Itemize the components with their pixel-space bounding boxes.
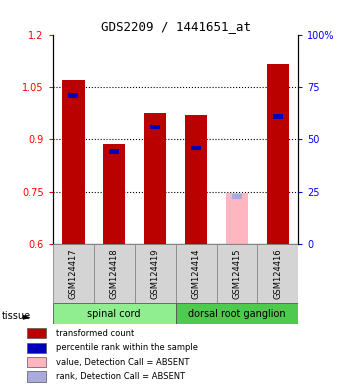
Text: dorsal root ganglion: dorsal root ganglion xyxy=(188,309,286,319)
Text: percentile rank within the sample: percentile rank within the sample xyxy=(56,343,197,352)
Text: rank, Detection Call = ABSENT: rank, Detection Call = ABSENT xyxy=(56,372,184,381)
Bar xyxy=(27,371,46,382)
Bar xyxy=(267,64,289,244)
Bar xyxy=(53,303,176,324)
Bar xyxy=(176,244,217,303)
Bar xyxy=(27,328,46,339)
Bar xyxy=(135,244,176,303)
Bar xyxy=(144,113,166,244)
Bar xyxy=(257,244,298,303)
Text: tissue: tissue xyxy=(2,311,31,321)
Bar xyxy=(191,146,201,150)
Bar xyxy=(53,244,94,303)
Bar xyxy=(27,343,46,353)
Bar xyxy=(103,144,125,244)
Text: transformed count: transformed count xyxy=(56,329,134,338)
Bar xyxy=(109,149,119,154)
Bar xyxy=(226,193,248,244)
Bar xyxy=(150,125,160,129)
Text: spinal cord: spinal cord xyxy=(88,309,141,319)
Bar xyxy=(232,194,242,199)
Text: value, Detection Call = ABSENT: value, Detection Call = ABSENT xyxy=(56,358,189,367)
Bar xyxy=(273,114,283,119)
Bar xyxy=(185,115,207,244)
Text: GSM124419: GSM124419 xyxy=(151,248,160,299)
Text: GSM124414: GSM124414 xyxy=(192,248,201,299)
Bar xyxy=(94,244,135,303)
Bar xyxy=(68,93,78,98)
Text: GSM124417: GSM124417 xyxy=(69,248,78,299)
Title: GDS2209 / 1441651_at: GDS2209 / 1441651_at xyxy=(101,20,251,33)
Bar xyxy=(27,357,46,367)
Text: GSM124418: GSM124418 xyxy=(110,248,119,299)
Text: GSM124415: GSM124415 xyxy=(233,248,241,299)
Text: ►: ► xyxy=(23,311,31,321)
Bar xyxy=(176,303,298,324)
Bar xyxy=(62,80,85,244)
Text: GSM124416: GSM124416 xyxy=(273,248,282,299)
Bar xyxy=(217,244,257,303)
